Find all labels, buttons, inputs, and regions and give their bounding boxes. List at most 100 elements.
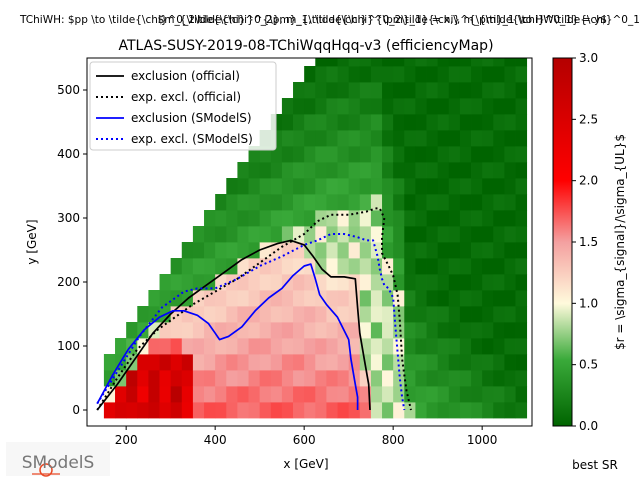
heatmap-cell <box>293 178 305 195</box>
heatmap-cell <box>270 274 283 291</box>
heatmap-cell <box>437 66 450 83</box>
heatmap-cell <box>315 354 327 371</box>
heatmap-cell <box>270 370 283 387</box>
heatmap-cell <box>415 338 427 355</box>
heatmap-cell <box>504 114 516 131</box>
heatmap-cell <box>204 258 216 275</box>
heatmap-cell <box>315 226 327 243</box>
heatmap-cell <box>404 162 416 179</box>
heatmap-cell <box>415 274 427 291</box>
heatmap-cell <box>382 162 394 179</box>
heatmap-cell <box>126 322 138 339</box>
heatmap-cell <box>170 370 183 387</box>
heatmap-cell <box>270 114 283 131</box>
heatmap-cell <box>181 322 194 339</box>
heatmap-cell <box>515 66 528 83</box>
heatmap-cell <box>437 98 450 115</box>
heatmap-cell <box>426 162 439 179</box>
heatmap-cell <box>304 290 316 307</box>
heatmap-cell <box>315 386 327 403</box>
heatmap-cell <box>515 226 528 243</box>
heatmap-cell <box>493 178 505 195</box>
heatmap-cell <box>415 194 427 211</box>
smodels-logo: SModelS <box>6 442 110 477</box>
heatmap-cell <box>504 210 516 227</box>
heatmap-cell <box>304 226 316 243</box>
x-tick-label: 200 <box>115 433 138 447</box>
heatmap-cell <box>504 82 516 99</box>
heatmap-cell <box>137 354 149 371</box>
heatmap-cell <box>148 290 160 307</box>
heatmap-cell <box>348 290 361 307</box>
heatmap-cell <box>270 402 283 419</box>
heatmap-cell <box>137 370 149 387</box>
heatmap-cell <box>237 210 249 227</box>
mass-axes-label: $m_{\tilde{\chi}^0_2}, m_{\tilde{\chi}^{… <box>158 14 607 26</box>
heatmap-cell <box>426 338 439 355</box>
heatmap-cell <box>393 130 405 147</box>
heatmap-cell <box>304 354 316 371</box>
heatmap-cell <box>493 210 505 227</box>
heatmap-cell <box>393 114 405 131</box>
heatmap-cell <box>181 258 194 275</box>
heatmap-cell <box>459 210 472 227</box>
heatmap-cell <box>281 322 294 339</box>
heatmap-cell <box>270 386 283 403</box>
heatmap-cell <box>337 290 350 307</box>
heatmap-cell <box>226 290 238 307</box>
heatmap-cell <box>371 0 383 2</box>
y-tick-label: 0 <box>72 403 80 417</box>
heatmap-cell <box>460 0 472 2</box>
heatmap-cell <box>126 386 138 403</box>
heatmap-cell <box>393 306 405 323</box>
heatmap-cell <box>382 66 394 83</box>
heatmap-cell <box>426 98 439 115</box>
heatmap-cell <box>281 258 294 275</box>
heatmap-cell <box>459 98 472 115</box>
heatmap-cell <box>137 402 149 419</box>
colorbar-axis: 0.0 0.5 1.0 1.5 2.0 2.5 3.0 <box>572 51 598 433</box>
heatmap-cell <box>170 338 183 355</box>
heatmap-cell <box>270 146 283 163</box>
heatmap-cell <box>370 370 383 387</box>
heatmap-cell <box>326 322 338 339</box>
heatmap-cell <box>215 402 227 419</box>
heatmap-cell <box>459 146 472 163</box>
heatmap-cell <box>204 322 216 339</box>
heatmap-cell <box>248 354 261 371</box>
heatmap-cell <box>437 306 450 323</box>
heatmap-cell <box>415 226 427 243</box>
heatmap-cell <box>148 354 160 371</box>
heatmap-cell <box>515 114 528 131</box>
heatmap-cell <box>448 146 461 163</box>
heatmap-cell <box>426 226 439 243</box>
heatmap-cell <box>448 178 461 195</box>
heatmap-cell <box>393 82 405 99</box>
heatmap-cell <box>471 274 483 291</box>
heatmap-cell <box>404 58 416 67</box>
heatmap-cell <box>226 338 238 355</box>
heatmap-cell <box>293 82 305 99</box>
heatmap-cell <box>471 210 483 227</box>
heatmap-cell <box>159 338 172 355</box>
heatmap-cell <box>159 402 172 419</box>
heatmap-cell <box>471 354 483 371</box>
heatmap-cell <box>370 306 383 323</box>
heatmap-cell <box>504 338 516 355</box>
heatmap-cell <box>404 82 416 99</box>
heatmap-cell <box>337 210 350 227</box>
heatmap-cell <box>427 0 439 2</box>
heatmap-cell <box>382 258 394 275</box>
heatmap-cell <box>393 386 405 403</box>
heatmap-cell <box>393 178 405 195</box>
heatmap-cell <box>437 242 450 259</box>
heatmap-cell <box>459 194 472 211</box>
heatmap-cell <box>426 66 439 83</box>
heatmap-cell <box>248 370 261 387</box>
heatmap-cell <box>426 130 439 147</box>
heatmap-cell <box>304 114 316 131</box>
heatmap-cell <box>482 66 494 83</box>
heatmap-cell <box>237 258 249 275</box>
heatmap-cell <box>393 194 405 211</box>
